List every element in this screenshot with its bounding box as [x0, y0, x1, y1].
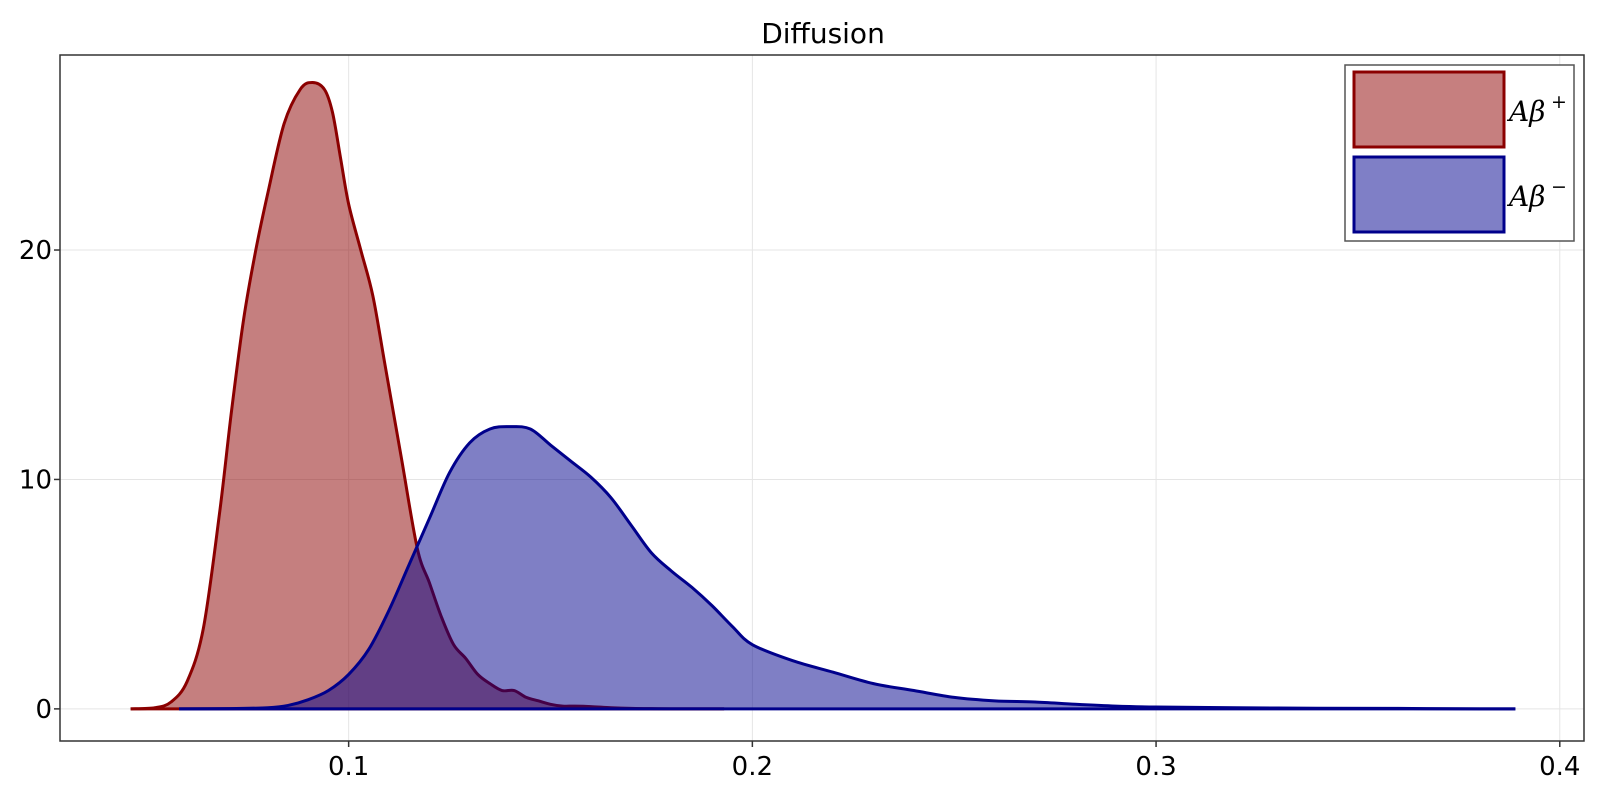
y-axis: 0 10 20	[19, 236, 60, 725]
x-axis: 0.1 0.2 0.3 0.4	[328, 741, 1580, 782]
y-tick-label: 10	[19, 465, 52, 495]
x-tick-label: 0.1	[328, 752, 369, 782]
x-tick-label: 0.4	[1539, 752, 1580, 782]
x-tick-label: 0.3	[1135, 752, 1176, 782]
y-tick-label: 20	[19, 236, 52, 266]
series-2-line	[179, 425, 1516, 711]
legend-label-1: Aβ	[1506, 95, 1545, 128]
legend: Aβ +Aβ −	[1344, 64, 1575, 242]
legend-label-sup-1: +	[1551, 91, 1567, 113]
legend-swatch-2	[1352, 155, 1506, 234]
series-2	[179, 425, 1516, 711]
series-1-area	[130, 82, 725, 709]
legend-swatch-1	[1352, 70, 1506, 149]
series-2-area	[179, 426, 1516, 709]
legend-label-2: Aβ	[1506, 180, 1545, 213]
series-layer	[130, 81, 1516, 711]
chart-title: Diffusion	[761, 17, 885, 50]
x-tick-label: 0.2	[732, 752, 773, 782]
plot-frame	[59, 54, 1585, 742]
y-tick-label: 0	[35, 695, 52, 725]
legend-label-sup-2: −	[1551, 176, 1567, 198]
